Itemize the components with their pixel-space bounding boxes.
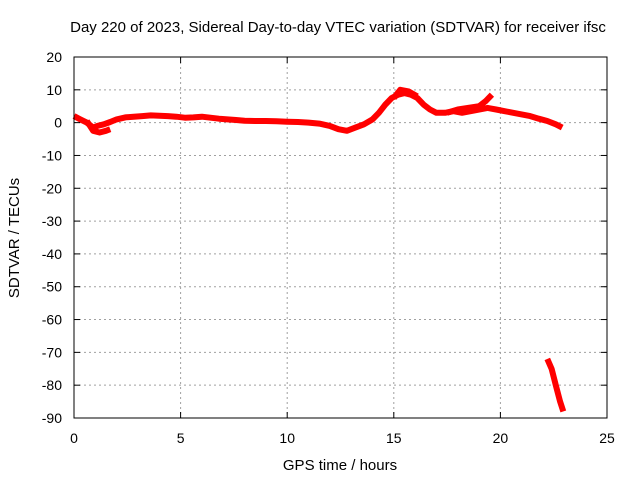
y-tick-label: -10 <box>42 147 62 163</box>
y-axis-title: SDTVAR / TECUs <box>6 178 23 298</box>
tick-layer <box>73 56 608 419</box>
sdtvar-series-line <box>446 92 495 116</box>
y-tick-label: -30 <box>42 213 62 229</box>
y-tick-label: -80 <box>42 377 62 393</box>
y-tick-label: 10 <box>46 82 62 98</box>
x-axis-title: GPS time / hours <box>283 457 397 474</box>
x-tick-label: 15 <box>386 430 402 446</box>
x-tick-label: 5 <box>177 430 185 446</box>
sdtvar-series-line <box>391 86 419 100</box>
grid-layer <box>74 57 607 418</box>
y-tick-label: -50 <box>42 279 62 295</box>
x-tick-label: 0 <box>70 430 78 446</box>
x-tick-label: 10 <box>279 430 295 446</box>
y-tick-label: 20 <box>46 49 62 65</box>
y-tick-label: -90 <box>42 410 62 426</box>
y-tick-label: -70 <box>42 344 62 360</box>
sdtvar-series-line <box>84 119 112 136</box>
label-layer: 0 5 10 15 20 25 20 10 0 -10 -20 -30 -40 -50 -60 -70 -80 -… <box>42 49 615 446</box>
y-tick-label: -60 <box>42 312 62 328</box>
x-tick-label: 20 <box>493 430 509 446</box>
sdtvar-series-line <box>72 90 564 134</box>
y-tick-label: -40 <box>42 246 62 262</box>
sdtvar-series-line <box>544 357 567 413</box>
y-tick-label: -20 <box>42 180 62 196</box>
y-tick-label: 0 <box>54 115 62 131</box>
series-layer <box>72 86 567 413</box>
plot-frame <box>73 56 608 419</box>
x-tick-label: 25 <box>599 430 615 446</box>
chart-title: Day 220 of 2023, Sidereal Day-to-day VTE… <box>70 19 606 36</box>
